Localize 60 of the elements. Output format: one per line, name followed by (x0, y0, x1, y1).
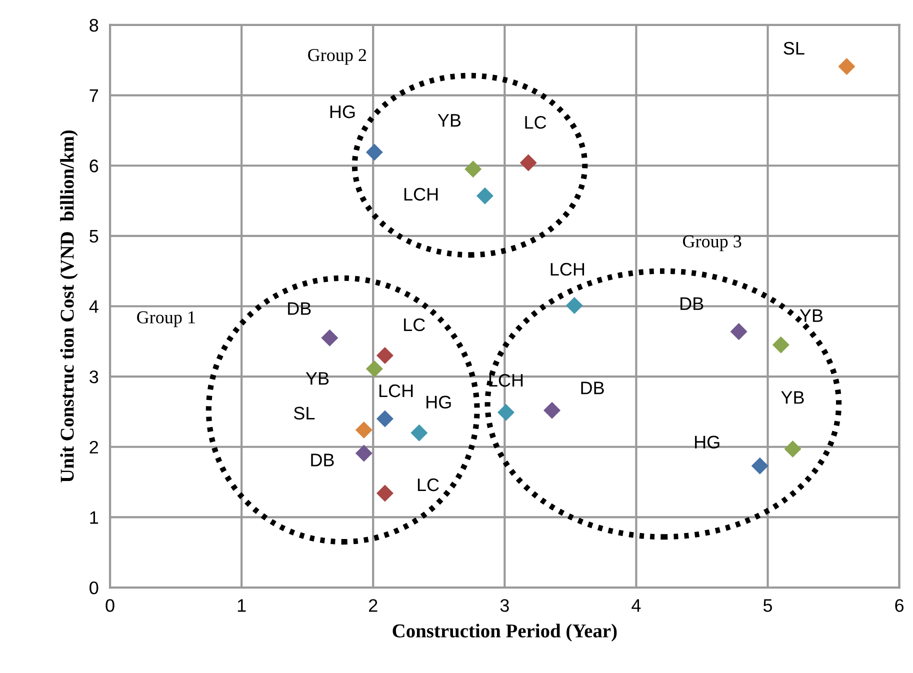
point (497, 404, 514, 421)
annotation: Group 3 (682, 235, 742, 252)
annotation: DB (680, 297, 704, 310)
point (566, 297, 583, 314)
annotation: LCH (404, 188, 438, 201)
point (730, 323, 748, 340)
annotation: LC (404, 318, 425, 332)
point (772, 336, 790, 354)
y-tick-label: 3 (90, 370, 98, 384)
x-tick-label: 3 (500, 599, 509, 612)
annotation: LCH (379, 384, 413, 398)
y-tick-label: 8 (90, 18, 98, 32)
annotation: Group 1 (137, 311, 195, 328)
point (321, 329, 338, 346)
point (366, 144, 383, 161)
annotation: DB (581, 382, 604, 394)
annotation: DB (311, 454, 334, 466)
annotation: YB (306, 372, 329, 385)
point (751, 457, 768, 474)
y-axis-title: Unit Construc tion Cost (VND billion/km) (60, 130, 78, 482)
point (544, 402, 561, 419)
y-tick-label: 1 (90, 511, 98, 524)
annotation: LCH (550, 262, 584, 276)
annotation: YB (438, 114, 461, 127)
annotation: LC (525, 116, 546, 129)
point (838, 58, 856, 75)
x-tick-label: 6 (895, 599, 904, 612)
point (376, 484, 394, 502)
annotation: DB (288, 302, 311, 315)
x-tick-label: 4 (632, 599, 641, 612)
y-tick-label: 2 (90, 440, 98, 454)
point (476, 187, 494, 204)
y-tick-label: 4 (89, 300, 98, 313)
annotation: Group 2 (308, 49, 366, 65)
point (376, 346, 394, 364)
annotation: HG (330, 105, 355, 118)
point (410, 424, 428, 442)
annotation: YB (800, 309, 823, 322)
annotation: HG (426, 396, 451, 409)
point (355, 444, 372, 462)
annotation: SL (294, 406, 315, 420)
annotation: LC (418, 478, 439, 492)
x-axis-title: Construction Period (Year) (392, 624, 617, 642)
x-tick-label: 5 (763, 599, 772, 612)
point (520, 154, 537, 172)
point (355, 422, 372, 439)
x-tick-label: 1 (238, 599, 246, 612)
y-tick-label: 6 (90, 160, 98, 172)
y-tick-label: 7 (90, 89, 98, 102)
point (366, 360, 383, 378)
annotation: SL (784, 42, 804, 55)
annotation: YB (781, 391, 804, 404)
y-tick-label: 0 (90, 581, 98, 594)
annotation: HG (695, 436, 720, 448)
point (784, 440, 802, 458)
point (376, 410, 394, 428)
x-tick-label: 2 (369, 599, 378, 612)
point (464, 160, 482, 178)
x-tick-label: 0 (106, 599, 114, 612)
y-tick-label: 5 (90, 230, 98, 243)
